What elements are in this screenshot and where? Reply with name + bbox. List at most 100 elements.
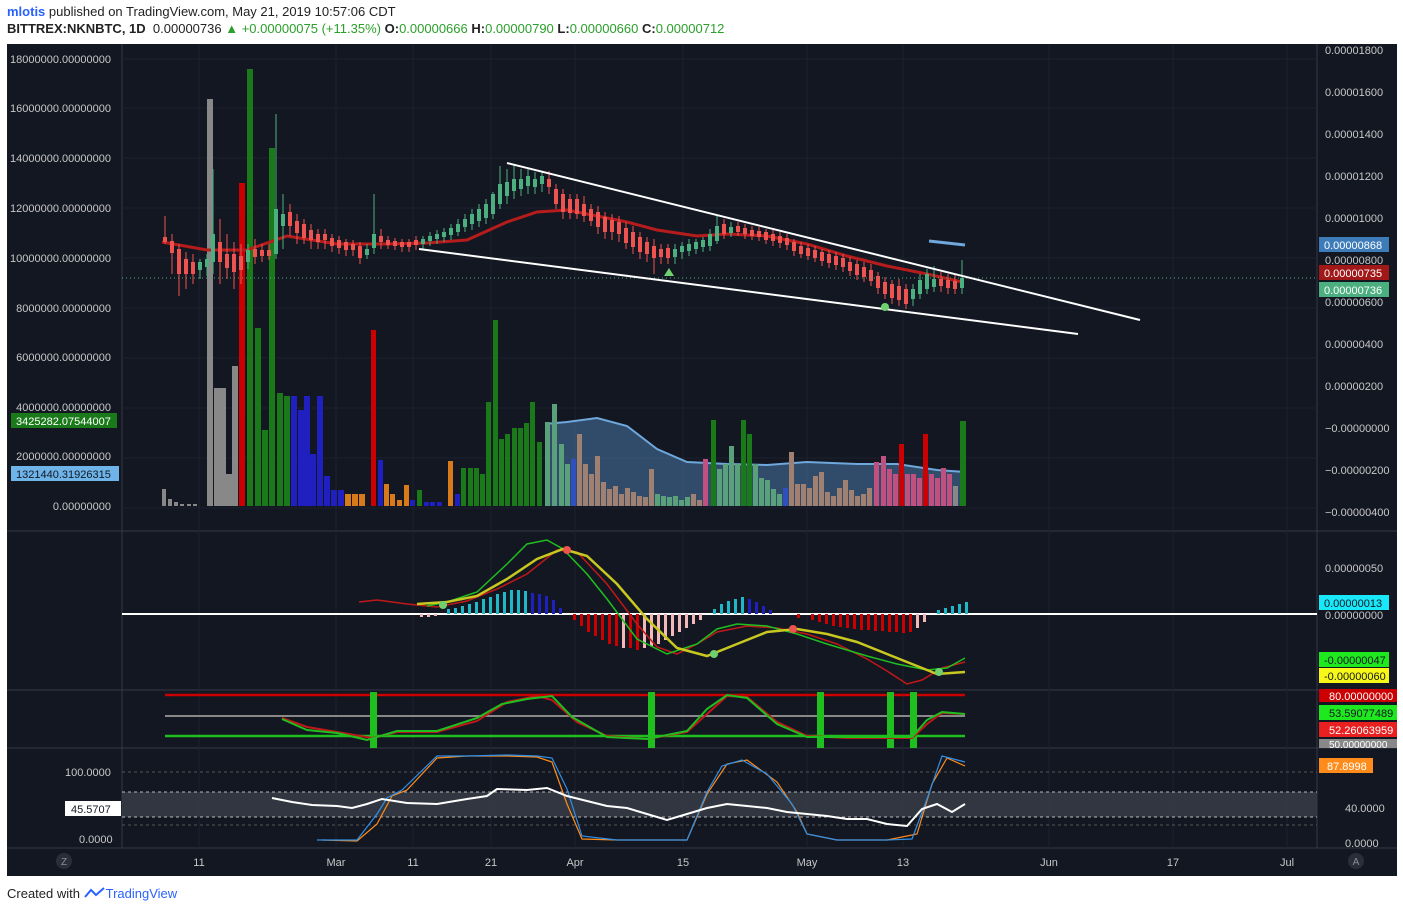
up-arrow-icon: ▲ [225, 21, 239, 36]
price-tick: 0.00001000 [1325, 213, 1383, 225]
rsi-tick: 100.0000 [65, 767, 111, 779]
macd-cross-dot-icon [439, 601, 447, 609]
open-value: 0.00000666 [399, 21, 468, 36]
symbol-line: BITTREX:NKNBTC, 1D 0.00000736 ▲ +0.00000… [7, 21, 724, 36]
macd-yellow-badge [1319, 668, 1389, 683]
vol-blue-badge [11, 466, 119, 481]
macd-cyan-badge-text: 0.00000013 [1324, 598, 1382, 610]
time-axis: 11 Mar 11 21 Apr 15 May 13 Jun 17 Jul [193, 857, 1294, 869]
grid [122, 44, 1317, 848]
rsi-blue-line [317, 754, 966, 841]
price-tick: 0.00001400 [1325, 129, 1383, 141]
footer: Created with TradingView [7, 886, 177, 901]
price-red-badge [1319, 265, 1389, 280]
price-change: +0.00000075 (+11.35%) [241, 21, 381, 36]
time-tick: 11 [193, 857, 204, 869]
open-label: O: [384, 21, 400, 36]
close-label: C: [642, 21, 656, 36]
macd-cross-dot-icon [935, 668, 943, 676]
chart-canvas[interactable]: 18000000.00000000 16000000.00000000 1400… [7, 44, 1397, 876]
vol-green-badge [11, 413, 117, 428]
rsi-axis: 100.0000 0.0000 40.0000 0.0000 [65, 767, 1385, 850]
vol-tick: 12000000.00000000 [10, 203, 111, 215]
stoch-green-line [281, 693, 966, 742]
trend-line-upper[interactable] [506, 162, 1141, 321]
stoch-green-badge [1319, 705, 1397, 720]
time-tick: 13 [897, 857, 909, 869]
macd-green-line [426, 539, 966, 671]
macd-cross-dot-icon [563, 546, 571, 554]
candlesticks [163, 114, 964, 309]
macd-cyan-badge [1319, 595, 1389, 610]
macd-tick: 0.00000050 [1325, 563, 1383, 575]
price-blue-badge-text: 0.00000868 [1324, 240, 1382, 252]
price-tick: −0.00000400 [1325, 507, 1390, 519]
macd-signal-line [416, 547, 966, 676]
stoch-50-text: 50.00000000 [1329, 740, 1388, 751]
price-tick: 0.00000400 [1325, 339, 1383, 351]
rsi-white-badge [65, 801, 121, 816]
author-link[interactable]: mlotis [7, 4, 46, 19]
vol-tick: 2000000.00000000 [16, 451, 111, 463]
price-tick: 0.00001600 [1325, 87, 1383, 99]
stoch-red-text: 52.26063959 [1329, 725, 1393, 737]
macd-green-badge-text: -0.00000047 [1324, 655, 1386, 667]
vol-tick: 8000000.00000000 [16, 303, 111, 315]
timezone-button[interactable] [56, 853, 72, 869]
vol-tick: 6000000.00000000 [16, 352, 111, 364]
price-blue-badge [1319, 237, 1389, 252]
time-tick: Mar [327, 857, 346, 869]
price-tick: −0.00000200 [1325, 465, 1390, 477]
stoch-80-badge [1319, 689, 1397, 702]
buy-triangle-icon [664, 268, 674, 276]
rsi-tick: 40.0000 [1345, 803, 1385, 815]
signal-dot-icon [881, 303, 889, 311]
vol-tick: 10000000.00000000 [10, 253, 111, 265]
vol-tick: 18000000.00000000 [10, 54, 111, 66]
rsi-orange-badge [1319, 758, 1373, 773]
rsi-tick: 0.0000 [79, 834, 113, 846]
time-tick: Jul [1280, 857, 1294, 869]
volume-axis: 18000000.00000000 16000000.00000000 1400… [10, 54, 111, 513]
macd-axis: 0.00000050 0.00000000 [1325, 563, 1383, 622]
blue-level-line [928, 239, 966, 247]
time-tick: May [797, 857, 818, 869]
price-green-badge-text: 0.00000736 [1324, 285, 1382, 297]
price-tick: 0.00001800 [1325, 45, 1383, 57]
vol-green-badge-text: 3425282.07544007 [16, 416, 111, 428]
tradingview-logo-icon [83, 887, 105, 898]
auto-scale-button[interactable] [1348, 853, 1364, 869]
stoch-red-line [281, 694, 966, 741]
price-tick: 0.00001200 [1325, 171, 1383, 183]
macd-cross-dot-icon [789, 625, 797, 633]
time-tick: 21 [485, 857, 497, 869]
stoch-80-text: 80.00000000 [1329, 691, 1393, 703]
macd-yellow-badge-text: -0.00000060 [1324, 671, 1386, 683]
created-with-text: Created with [7, 886, 80, 901]
macd-tick: 0.00000000 [1325, 610, 1383, 622]
macd-cross-dot-icon [710, 650, 718, 658]
rsi-white-line [271, 786, 966, 828]
price-green-badge [1319, 282, 1389, 297]
high-label: H: [471, 21, 486, 36]
close-value: 0.00000712 [655, 21, 725, 36]
low-value: 0.00000660 [569, 21, 639, 36]
publish-info: published on TradingView.com, May 21, 20… [48, 4, 396, 19]
tradingview-link[interactable]: TradingView [105, 886, 178, 901]
vol-tick: 4000000.00000000 [16, 402, 111, 414]
last-price: 0.00000736 [152, 21, 222, 36]
chart-area[interactable]: 18000000.00000000 16000000.00000000 1400… [7, 44, 1397, 876]
rsi-white-text: 45.5707 [71, 804, 111, 816]
macd-red-line [358, 549, 966, 685]
symbol-name: BITTREX:NKNBTC, 1D [7, 21, 146, 36]
time-tick: 15 [677, 857, 689, 869]
macd-green-badge [1319, 652, 1389, 667]
trend-line-lower[interactable] [418, 248, 1079, 335]
vol-blue-badge-text: 1321440.31926315 [16, 469, 111, 481]
publish-line: mlotis published on TradingView.com, May… [7, 4, 396, 19]
rsi-orange-text: 87.8998 [1327, 761, 1367, 773]
vol-tick: 16000000.00000000 [10, 103, 111, 115]
high-value: 0.00000790 [485, 21, 554, 36]
stoch-red-badge [1319, 722, 1397, 737]
price-red-badge-text: 0.00000735 [1324, 268, 1382, 280]
